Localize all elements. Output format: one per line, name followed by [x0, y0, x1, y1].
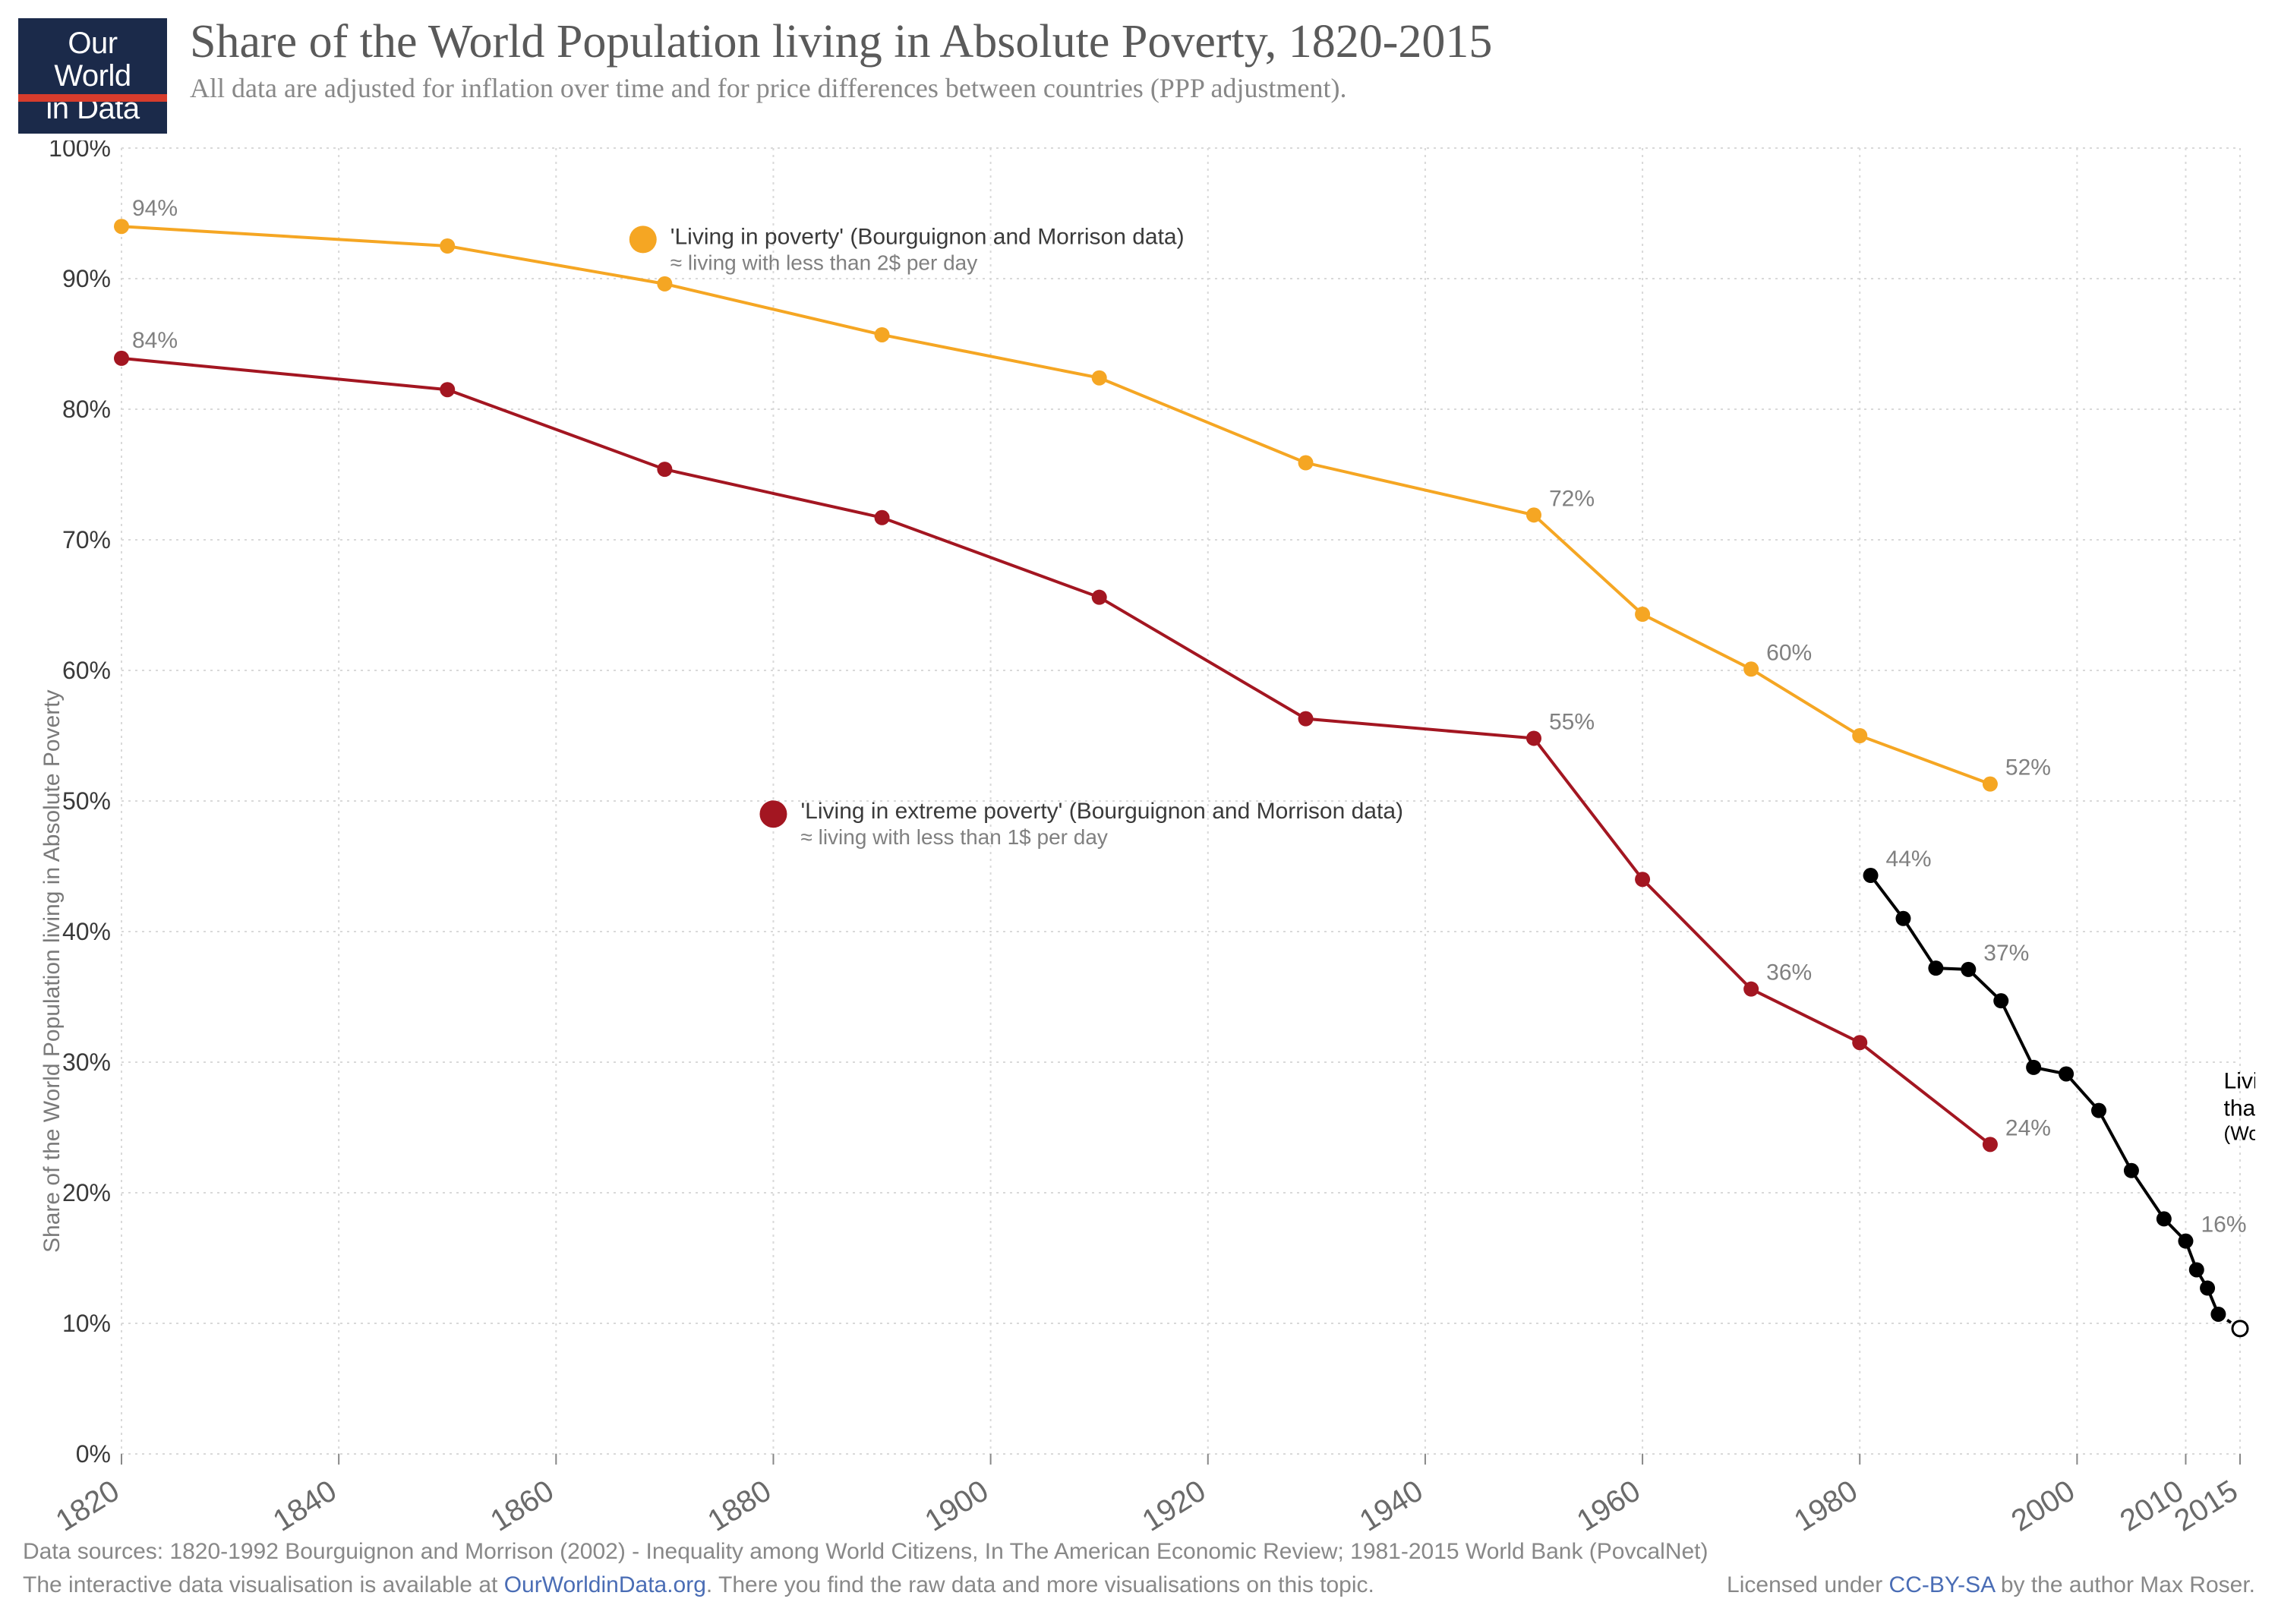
logo-line1: Our World	[26, 27, 159, 93]
svg-text:2015: 2015	[2169, 1474, 2244, 1537]
poverty-chart: 0% 10% 20% 30% 40% 50% 60% 70% 80% 90% 100% 1820 184…	[23, 140, 2255, 1537]
svg-text:40%: 40%	[62, 918, 111, 945]
svg-text:100%: 100%	[49, 140, 111, 162]
svg-text:90%: 90%	[62, 265, 111, 292]
svg-text:1900: 1900	[920, 1474, 995, 1537]
svg-text:(World Bank data): (World Bank data)	[2224, 1121, 2255, 1144]
owid-link[interactable]: OurWorldinData.org	[504, 1572, 706, 1597]
svg-text:'Living in poverty' (Bourguign: 'Living in poverty' (Bourguignon and Mor…	[670, 224, 1185, 249]
svg-text:Living with less: Living with less	[2224, 1068, 2255, 1093]
svg-text:60%: 60%	[62, 657, 111, 684]
svg-text:52%: 52%	[2005, 755, 2051, 780]
license-link[interactable]: CC-BY-SA	[1889, 1572, 1995, 1597]
svg-text:than 1.90$ per day: than 1.90$ per day	[2224, 1096, 2255, 1121]
svg-text:1860: 1860	[484, 1474, 560, 1537]
footer-interactive: The interactive data visualisation is av…	[23, 1569, 1374, 1602]
svg-text:55%: 55%	[1549, 709, 1595, 734]
svg-text:≈ living with less than 2$ per: ≈ living with less than 2$ per day	[670, 251, 977, 274]
svg-text:24%: 24%	[2005, 1115, 2051, 1140]
svg-text:1940: 1940	[1354, 1474, 1429, 1537]
footer-license: Licensed under CC-BY-SA by the author Ma…	[1727, 1569, 2255, 1602]
footer-sources: Data sources: 1820-1992 Bourguignon and …	[23, 1535, 2255, 1569]
chart-footer: Data sources: 1820-1992 Bourguignon and …	[23, 1535, 2255, 1601]
svg-text:2000: 2000	[2005, 1474, 2081, 1537]
svg-text:37%: 37%	[1983, 941, 2029, 966]
svg-text:30%: 30%	[62, 1049, 111, 1076]
chart-title: Share of the World Population living in …	[190, 15, 1492, 69]
svg-text:1840: 1840	[267, 1474, 342, 1537]
svg-text:36%: 36%	[1766, 960, 1812, 985]
svg-text:16%: 16%	[2201, 1212, 2246, 1238]
svg-text:94%: 94%	[132, 196, 178, 221]
svg-text:84%: 84%	[132, 328, 178, 353]
svg-text:0%: 0%	[76, 1440, 111, 1468]
svg-text:≈ living with less than 1$ per: ≈ living with less than 1$ per day	[800, 825, 1107, 849]
svg-text:1960: 1960	[1571, 1474, 1646, 1537]
svg-text:1880: 1880	[702, 1474, 777, 1537]
svg-text:80%: 80%	[62, 396, 111, 423]
svg-text:50%: 50%	[62, 787, 111, 815]
svg-text:20%: 20%	[62, 1179, 111, 1206]
svg-text:1980: 1980	[1788, 1474, 1863, 1537]
svg-text:'Living in extreme poverty' (B: 'Living in extreme poverty' (Bourguignon…	[800, 799, 1403, 824]
svg-text:72%: 72%	[1549, 486, 1595, 511]
site-logo: Our World in Data	[18, 18, 167, 134]
svg-text:44%: 44%	[1886, 847, 1932, 872]
logo-underline	[18, 94, 167, 102]
svg-text:1820: 1820	[50, 1474, 125, 1537]
svg-text:70%: 70%	[62, 526, 111, 553]
svg-text:1920: 1920	[1137, 1474, 1212, 1537]
svg-text:10%: 10%	[62, 1310, 111, 1337]
svg-text:60%: 60%	[1766, 640, 1812, 665]
chart-subtitle: All data are adjusted for inflation over…	[190, 72, 1492, 104]
title-block: Share of the World Population living in …	[190, 15, 1492, 104]
